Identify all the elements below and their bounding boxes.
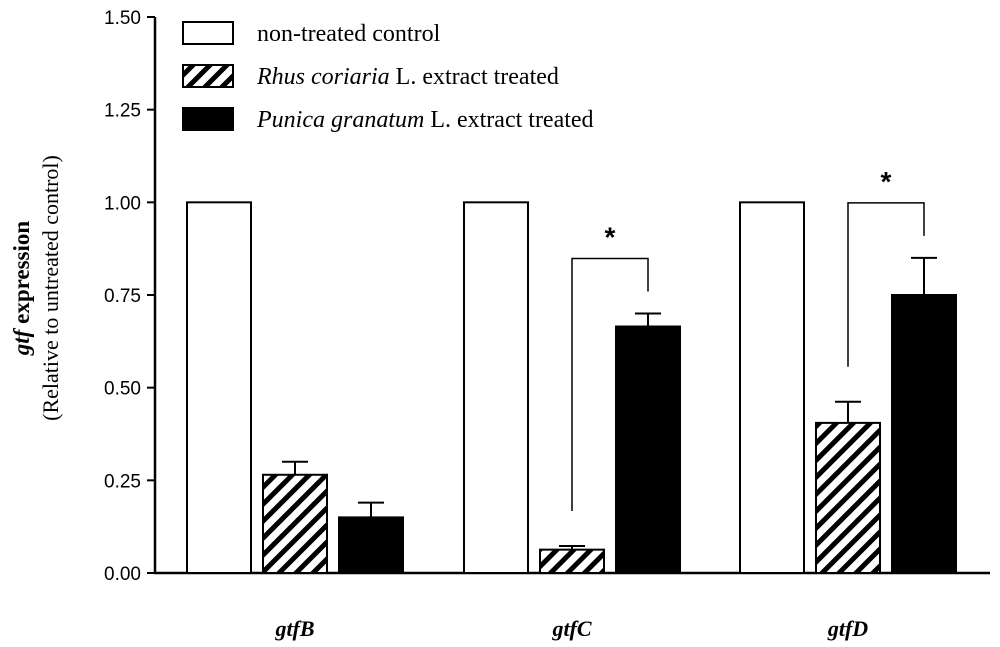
- x-category-label: gtfC: [551, 616, 591, 641]
- significance-annotations: **: [571, 166, 925, 511]
- y-axis-label-italic: gtf: [9, 327, 34, 356]
- legend-swatch: [182, 64, 234, 88]
- y-tick-label: 1.00: [104, 193, 141, 214]
- significance-marker: *: [881, 166, 892, 197]
- bar: [615, 325, 681, 574]
- y-tick-label: 0.00: [104, 564, 141, 585]
- bar: [338, 516, 404, 575]
- y-tick-label: 0.25: [104, 471, 141, 492]
- y-axis-label-text: expression: [9, 221, 34, 330]
- legend-label-text: non-treated control: [257, 21, 441, 47]
- legend-label-text: L. extract treated: [390, 64, 559, 90]
- bar: [262, 473, 328, 575]
- bar: [739, 201, 805, 574]
- legend-label-italic: Rhus coriaria: [256, 64, 390, 90]
- legend-label-text: L. extract treated: [424, 107, 593, 133]
- legend-label: Punica granatum L. extract treated: [256, 107, 594, 133]
- bars: gtfB gtfC gtfD: [186, 201, 957, 641]
- legend-label: non-treated control: [257, 21, 441, 47]
- legend-label: Rhus coriaria L. extract treated: [256, 64, 559, 90]
- x-category-label: gtfB: [274, 616, 314, 641]
- bar: [186, 201, 252, 574]
- bar: [891, 294, 957, 574]
- y-tick-label: 0.50: [104, 379, 141, 400]
- y-axis-sublabel: (Relative to untreated control): [38, 155, 63, 421]
- bar: [463, 201, 529, 574]
- y-tick-label: 1.50: [104, 8, 141, 29]
- legend-label-italic: Punica granatum: [256, 107, 424, 133]
- legend-swatch: [182, 21, 234, 45]
- x-category-label: gtfD: [827, 616, 868, 641]
- significance-bracket: [847, 202, 925, 367]
- y-axis-label: gtf expression: [9, 221, 34, 357]
- y-tick-label: 1.25: [104, 101, 141, 122]
- significance-bracket: [571, 257, 649, 511]
- y-tick-label: 0.75: [104, 286, 141, 307]
- legend-swatch: [182, 107, 234, 131]
- legend: non-treated control Rhus coriaria L. extr…: [182, 21, 594, 133]
- significance-marker: *: [605, 222, 616, 253]
- bar: [539, 548, 605, 575]
- bar: [815, 421, 881, 574]
